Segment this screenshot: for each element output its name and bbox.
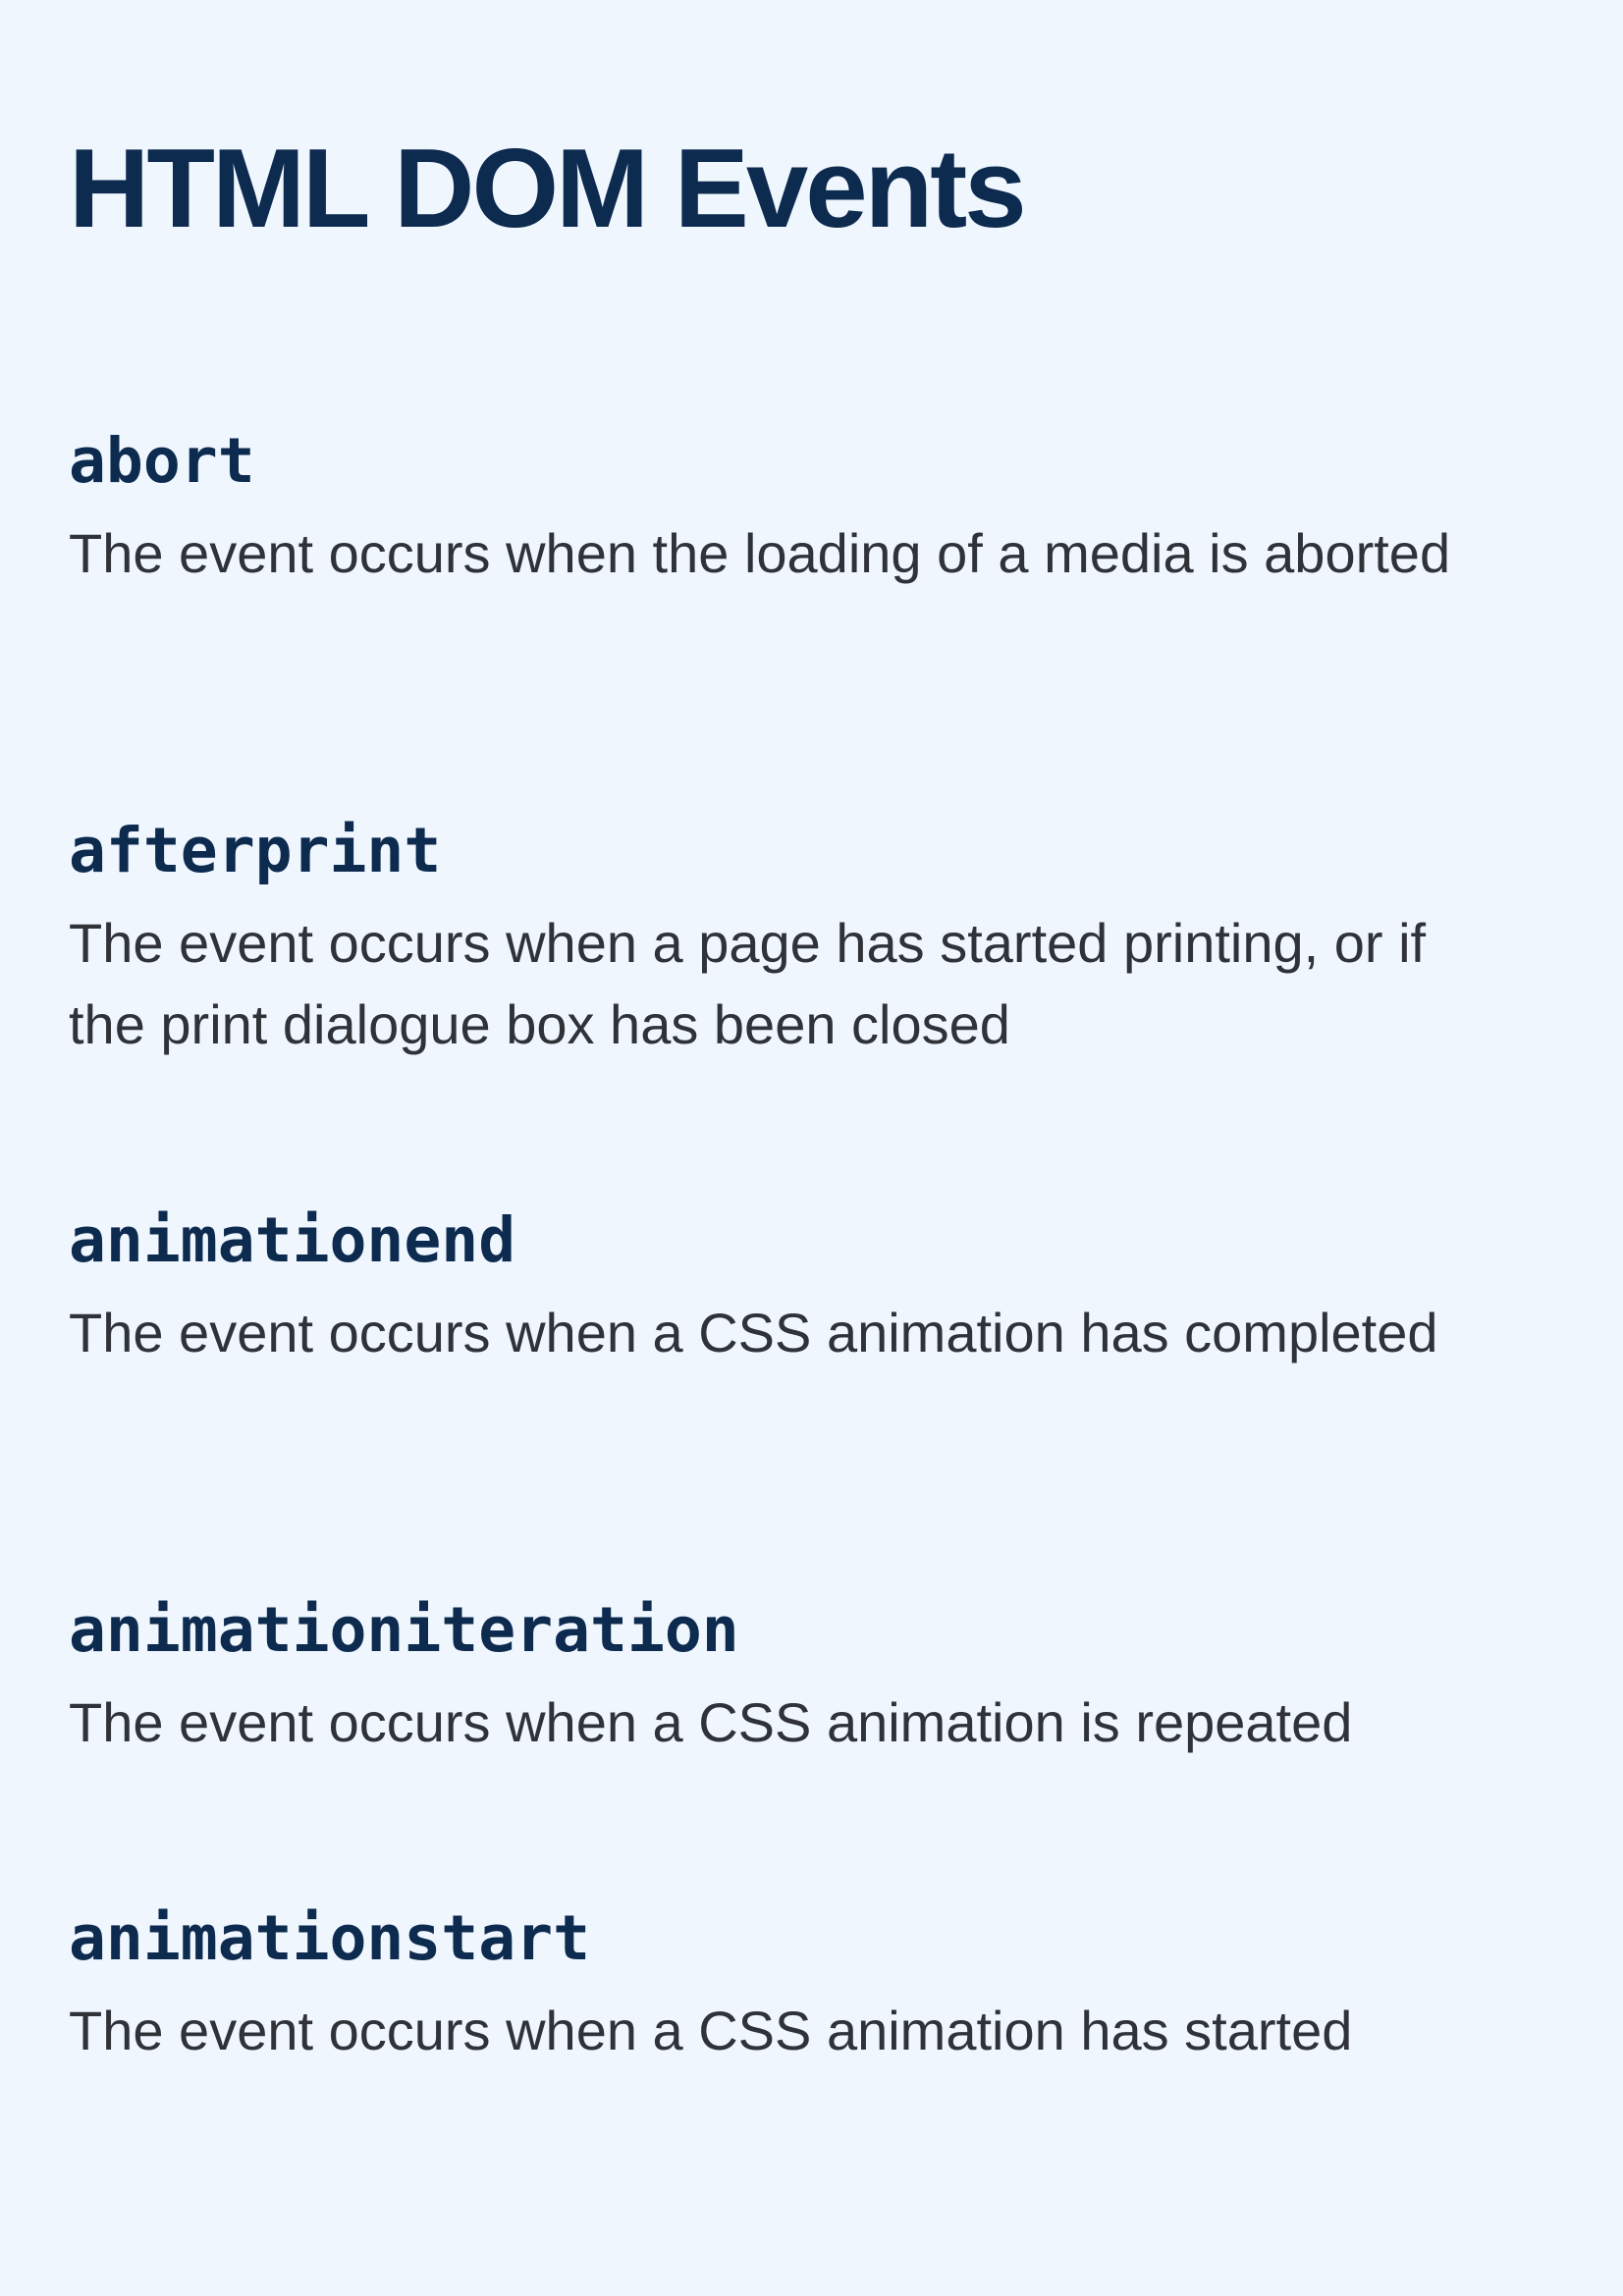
event-description: The event occurs when a CSS animation is… (69, 1691, 1353, 1753)
event-name: afterprint (69, 815, 442, 886)
event-name: animationend (69, 1204, 516, 1276)
event-entry-animationend: animationend The event occurs when a CSS… (69, 1201, 1542, 1373)
event-entry-animationiteration: animationiteration The event occurs when… (69, 1591, 1542, 1763)
event-name: abort (69, 425, 255, 497)
event-name: animationiteration (69, 1594, 739, 1666)
page-title: HTML DOM Events (69, 127, 1027, 251)
event-name: animationstart (69, 1902, 591, 1974)
event-entry-abort: abort The event occurs when the loading … (69, 422, 1542, 594)
event-entry-animationstart: animationstart The event occurs when a C… (69, 1899, 1542, 2071)
event-description: The event occurs when a CSS animation ha… (69, 1302, 1438, 1363)
event-description: The event occurs when a page has started… (69, 912, 1427, 1055)
event-entry-afterprint: afterprint The event occurs when a page … (69, 812, 1542, 1065)
event-description: The event occurs when the loading of a m… (69, 522, 1451, 584)
event-description: The event occurs when a CSS animation ha… (69, 2000, 1353, 2061)
